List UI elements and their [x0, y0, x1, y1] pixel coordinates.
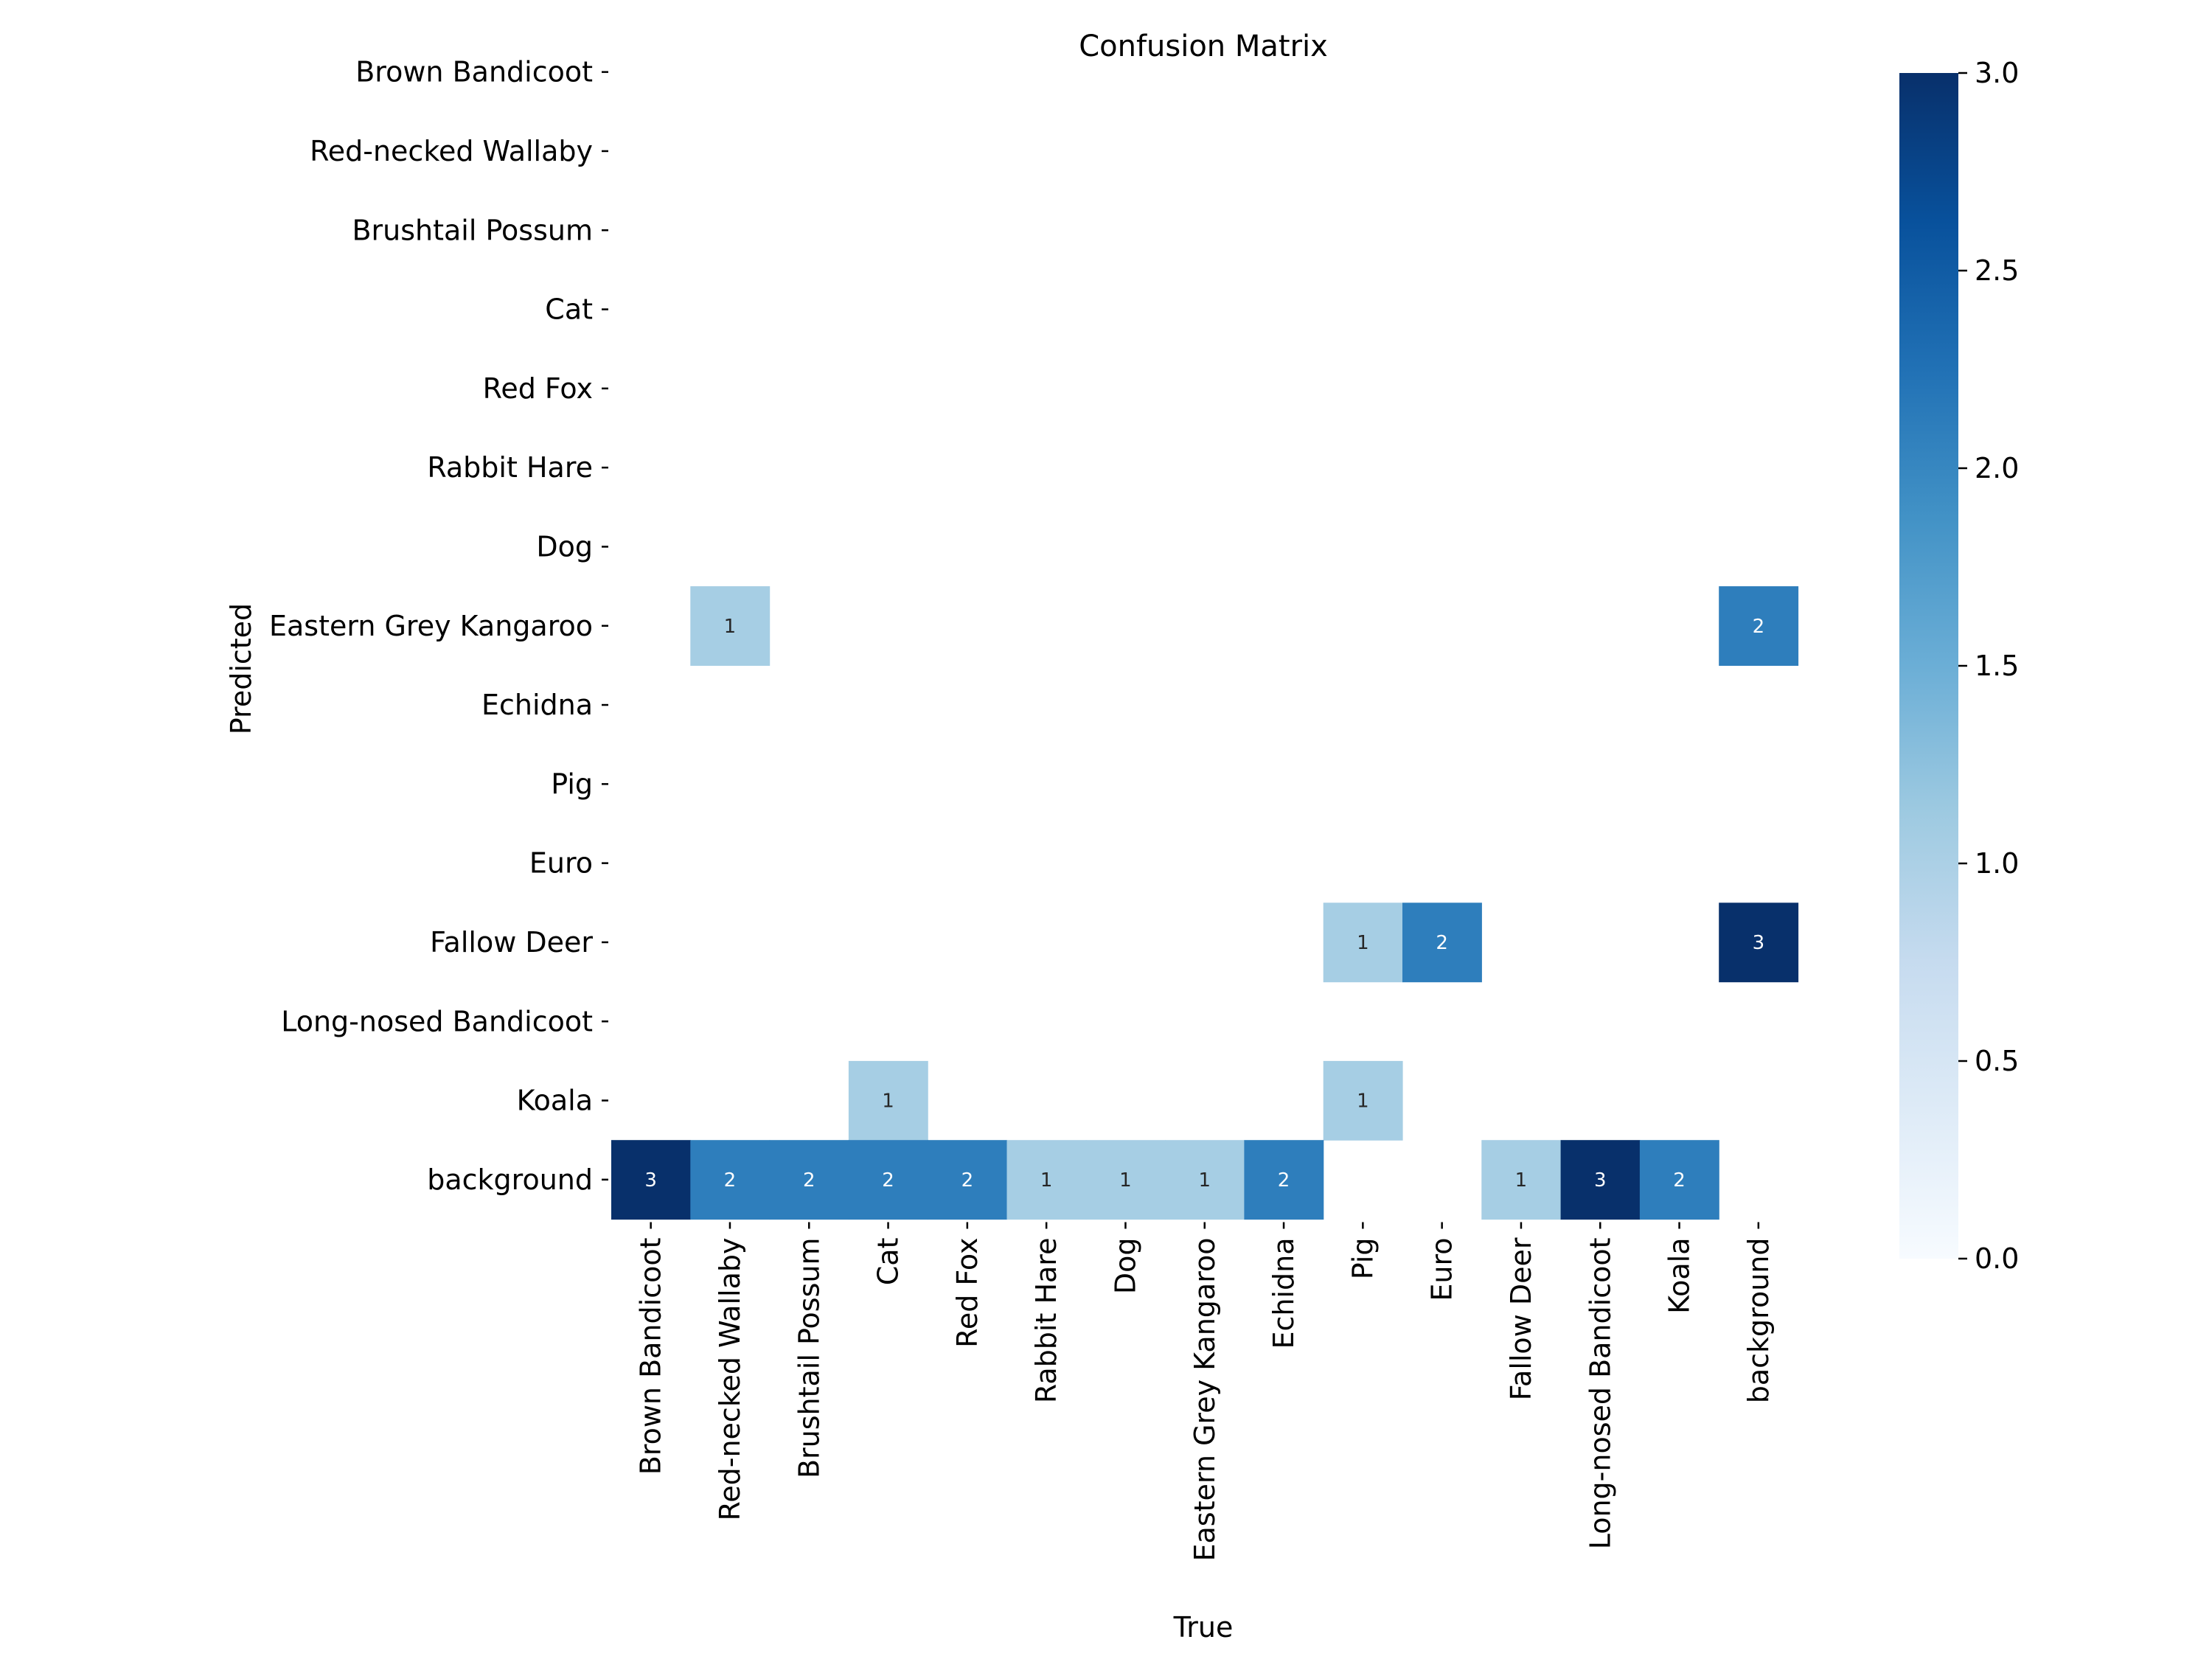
x-tick-label: background	[1742, 1238, 1775, 1404]
cell-value-label: 1	[1357, 1091, 1369, 1113]
cell-value-label: 1	[1198, 1169, 1211, 1192]
x-tick-label: Rabbit Hare	[1030, 1238, 1062, 1404]
heatmap-cell	[1323, 902, 1403, 983]
cell-value-label: 3	[644, 1169, 657, 1192]
cell-value-label: 1	[882, 1091, 894, 1113]
y-tick-label: Dog	[536, 530, 593, 563]
heatmap-cell	[1560, 1140, 1641, 1220]
x-tick-label: Eastern Grey Kangaroo	[1189, 1238, 1221, 1562]
x-axis-ticks: Brown Bandicoot Red-necked Wallaby Brushta…	[635, 1222, 1775, 1562]
cell-value-label: 2	[724, 1169, 737, 1192]
colorbar-tick-label: 0.5	[1975, 1045, 2019, 1077]
colorbar-tick-label: 1.5	[1975, 650, 2019, 682]
heatmap-cell	[690, 1140, 771, 1220]
y-tick-label: Brown Bandicoot	[355, 56, 593, 88]
y-tick-label: Pig	[551, 768, 593, 800]
colorbar-tick-label: 0.0	[1975, 1242, 2019, 1275]
cell-value-label: 2	[961, 1169, 974, 1192]
cell-value-label: 3	[1594, 1169, 1607, 1192]
chart-title: Confusion Matrix	[1079, 29, 1328, 63]
heatmap-cell	[1402, 902, 1482, 983]
heatmap-cell	[611, 1140, 691, 1220]
heatmap-cell	[1244, 1140, 1324, 1220]
cell-value-label: 1	[1515, 1169, 1528, 1192]
y-axis-label: Predicted	[225, 603, 257, 734]
y-tick-label: Koala	[517, 1085, 593, 1117]
x-tick-label: Pig	[1346, 1238, 1379, 1280]
y-tick-label: Red-necked Wallaby	[310, 135, 593, 167]
y-axis-ticks: Brown Bandicoot Red-necked Wallaby Brushta…	[269, 56, 608, 1196]
x-tick-label: Dog	[1109, 1238, 1141, 1295]
x-tick-label: Cat	[872, 1238, 905, 1286]
x-tick-label: Brown Bandicoot	[635, 1238, 667, 1475]
cell-value-label: 1	[724, 616, 737, 638]
y-tick-label: Long-nosed Bandicoot	[281, 1005, 593, 1037]
heatmap-cell	[1085, 1140, 1166, 1220]
y-tick-label: Euro	[529, 847, 593, 880]
heatmap-cell	[1006, 1140, 1087, 1220]
y-tick-label: Eastern Grey Kangaroo	[269, 610, 593, 642]
y-tick-label: Fallow Deer	[430, 926, 593, 959]
y-tick-label: background	[427, 1164, 593, 1196]
x-tick-label: Fallow Deer	[1505, 1237, 1537, 1400]
colorbar-gradient	[1899, 73, 1958, 1259]
heatmap-cell	[1719, 586, 1799, 666]
cell-value-label: 2	[1753, 616, 1765, 638]
heatmap-cell	[1323, 1060, 1403, 1141]
y-tick-label: Echidna	[481, 689, 593, 721]
colorbar: 0.0 0.5 1.0 1.5 2.0 2.5 3.0	[1899, 57, 2019, 1275]
x-tick-label: Euro	[1426, 1237, 1458, 1301]
cell-value-label: 2	[1673, 1169, 1686, 1192]
heatmap-cell	[848, 1060, 928, 1141]
heatmap-cell	[1639, 1140, 1719, 1220]
y-tick-label: Rabbit Hare	[427, 451, 593, 484]
y-tick-label: Brushtail Possum	[352, 214, 593, 246]
x-tick-label: Long-nosed Bandicoot	[1584, 1238, 1616, 1550]
colorbar-tick-label: 2.5	[1975, 254, 2019, 287]
y-tick-label: Red Fox	[483, 372, 593, 405]
x-tick-label: Koala	[1663, 1238, 1696, 1314]
heatmap-cell	[769, 1140, 849, 1220]
cell-value-label: 1	[1357, 932, 1369, 954]
cell-value-label: 2	[1278, 1169, 1290, 1192]
heatmap-cell	[1165, 1140, 1245, 1220]
heatmap-cell	[1719, 902, 1799, 983]
cell-value-label: 1	[1119, 1169, 1132, 1192]
x-axis-label: True	[1173, 1611, 1234, 1644]
cell-value-label: 1	[1040, 1169, 1053, 1192]
heatmap-cell	[1481, 1140, 1562, 1220]
colorbar-tick-label: 1.0	[1975, 847, 2019, 880]
x-tick-label: Red-necked Wallaby	[714, 1238, 746, 1521]
heatmap-cell	[690, 586, 771, 666]
heatmap-grid: 1 2 1 2 3 1 1 3 2 2 2 2 1 1 1 2 1 3 2	[611, 586, 1799, 1220]
cell-value-label: 3	[1753, 932, 1765, 954]
colorbar-tick-label: 3.0	[1975, 57, 2019, 89]
cell-value-label: 2	[1436, 932, 1448, 954]
x-tick-label: Red Fox	[951, 1238, 984, 1348]
y-tick-label: Cat	[545, 293, 593, 326]
cell-value-label: 2	[803, 1169, 815, 1192]
x-tick-label: Echidna	[1267, 1238, 1300, 1349]
heatmap-cell	[928, 1140, 1008, 1220]
x-tick-label: Brushtail Possum	[793, 1238, 825, 1479]
colorbar-tick-label: 2.0	[1975, 452, 2019, 484]
heatmap-cell	[848, 1140, 928, 1220]
cell-value-label: 2	[882, 1169, 894, 1192]
